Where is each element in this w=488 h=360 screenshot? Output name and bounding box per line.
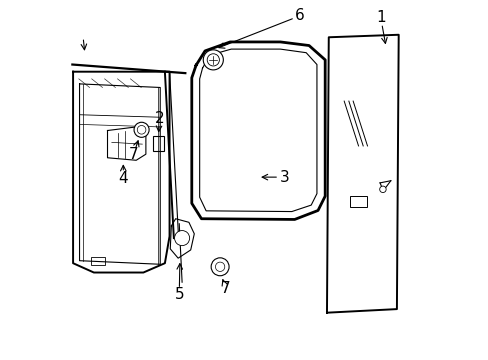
Circle shape	[211, 258, 228, 276]
Circle shape	[174, 230, 189, 246]
Text: 4: 4	[118, 171, 128, 186]
Circle shape	[137, 126, 145, 134]
Text: 1: 1	[375, 10, 385, 26]
Bar	[152, 136, 164, 150]
Bar	[349, 196, 366, 207]
Circle shape	[207, 54, 219, 66]
Text: 7: 7	[221, 281, 230, 296]
Text: 7: 7	[128, 147, 138, 162]
Bar	[91, 257, 104, 265]
Circle shape	[379, 186, 386, 193]
Text: 5: 5	[174, 287, 183, 302]
Text: 3: 3	[279, 170, 289, 185]
Text: 2: 2	[154, 111, 164, 126]
Circle shape	[215, 262, 224, 271]
Text: 6: 6	[295, 8, 305, 23]
Circle shape	[203, 50, 223, 70]
Circle shape	[134, 122, 149, 137]
